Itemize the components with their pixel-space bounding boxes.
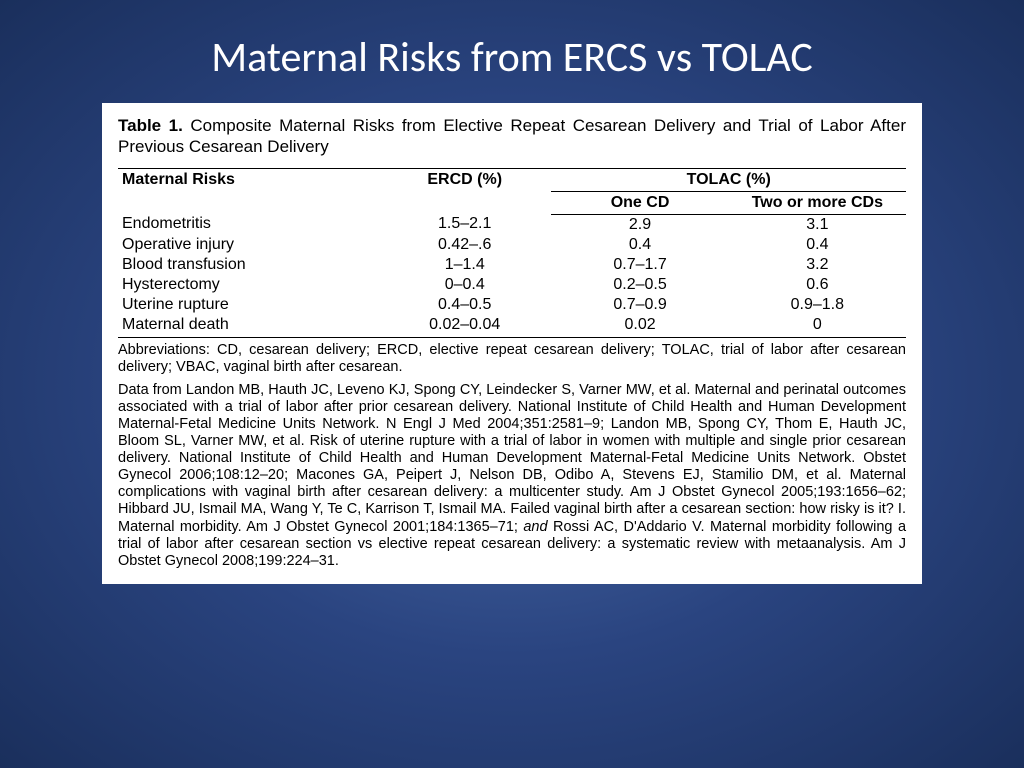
slide-title: Maternal Risks from ERCS vs TOLAC [0,0,1024,103]
cell-one: 0.4 [551,235,728,255]
cell-two: 0.6 [729,275,906,295]
cell-one: 2.9 [551,214,728,235]
header-maternal-risks: Maternal Risks [118,168,378,214]
cell-ercd: 0.02–0.04 [378,315,551,338]
cell-risk: Endometritis [118,214,378,235]
table-row: Operative injury 0.42–.6 0.4 0.4 [118,235,906,255]
cell-ercd: 0.42–.6 [378,235,551,255]
cell-risk: Maternal death [118,315,378,338]
cell-risk: Operative injury [118,235,378,255]
table-row: Hysterectomy 0–0.4 0.2–0.5 0.6 [118,275,906,295]
cell-two: 0.4 [729,235,906,255]
cell-risk: Blood transfusion [118,255,378,275]
cell-two: 0.9–1.8 [729,295,906,315]
table-panel: Table 1. Composite Maternal Risks from E… [102,103,922,584]
subheader-two-or-more-cds: Two or more CDs [729,191,906,214]
cell-one: 0.02 [551,315,728,338]
cell-ercd: 0–0.4 [378,275,551,295]
cell-one: 0.7–1.7 [551,255,728,275]
table-row: Endometritis 1.5–2.1 2.9 3.1 [118,214,906,235]
cell-ercd: 1–1.4 [378,255,551,275]
cell-risk: Hysterectomy [118,275,378,295]
cell-two: 0 [729,315,906,338]
table-row: Maternal death 0.02–0.04 0.02 0 [118,315,906,338]
table-body: Endometritis 1.5–2.1 2.9 3.1 Operative i… [118,214,906,337]
risks-table: Maternal Risks ERCD (%) TOLAC (%) One CD… [118,168,906,338]
citation: Data from Landon MB, Hauth JC, Leveno KJ… [118,382,906,570]
cell-two: 3.2 [729,255,906,275]
subheader-one-cd: One CD [551,191,728,214]
citation-italic: and [523,519,547,535]
cell-risk: Uterine rupture [118,295,378,315]
cell-ercd: 0.4–0.5 [378,295,551,315]
table-caption: Table 1. Composite Maternal Risks from E… [118,115,906,158]
cell-one: 0.7–0.9 [551,295,728,315]
table-caption-label: Table 1. [118,116,183,135]
citation-prefix: Data from Landon MB, Hauth JC, Leveno KJ… [118,382,906,535]
cell-ercd: 1.5–2.1 [378,214,551,235]
abbreviations: Abbreviations: CD, cesarean delivery; ER… [118,342,906,376]
header-tolac: TOLAC (%) [551,168,906,191]
table-row: Blood transfusion 1–1.4 0.7–1.7 3.2 [118,255,906,275]
table-row: Uterine rupture 0.4–0.5 0.7–0.9 0.9–1.8 [118,295,906,315]
cell-one: 0.2–0.5 [551,275,728,295]
header-ercd: ERCD (%) [378,168,551,214]
table-caption-text: Composite Maternal Risks from Elective R… [118,116,906,156]
cell-two: 3.1 [729,214,906,235]
